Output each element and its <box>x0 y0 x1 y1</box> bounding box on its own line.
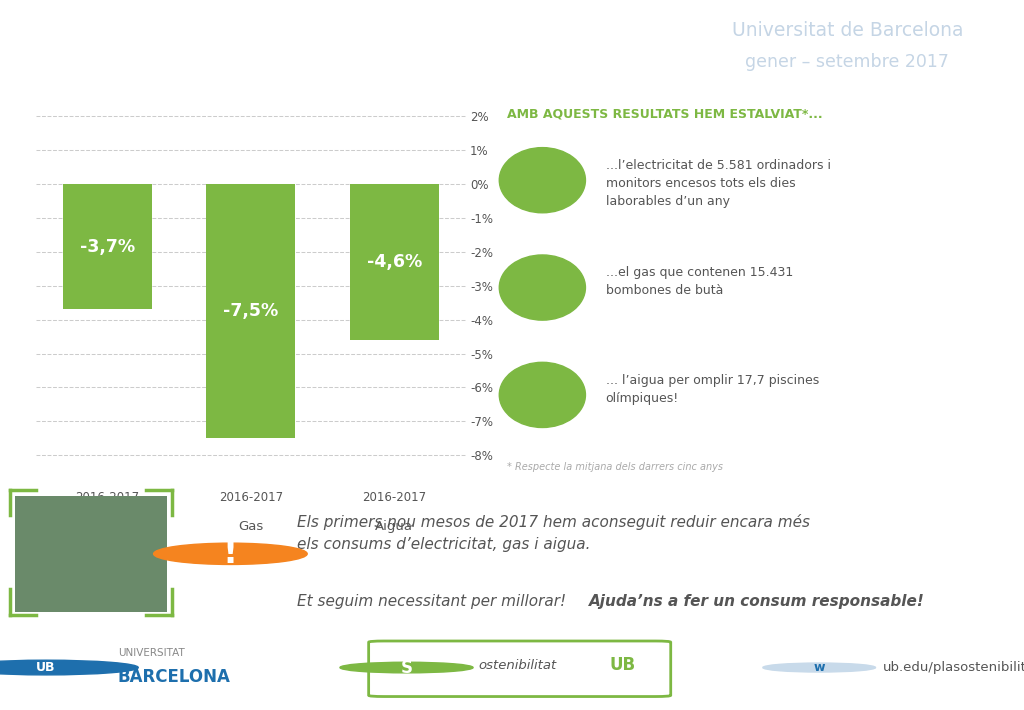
Text: ...l’electricitat de 5.581 ordinadors i
monitors encesos tots els dies
laborable: ...l’electricitat de 5.581 ordinadors i … <box>606 159 830 208</box>
Text: Els primers nou mesos de 2017 hem aconseguit reduir encara més
els consums d’ele: Els primers nou mesos de 2017 hem aconse… <box>297 514 810 552</box>
Text: Electricitat: Electricitat <box>72 520 143 532</box>
Text: Gas: Gas <box>239 520 263 532</box>
Text: EVOLUCIÓ DEL CONSUM D’ENERGIA I AIGUA: EVOLUCIÓ DEL CONSUM D’ENERGIA I AIGUA <box>16 31 696 59</box>
Text: -3,7%: -3,7% <box>80 238 135 256</box>
Text: S: S <box>400 659 413 677</box>
Text: 2016-2017: 2016-2017 <box>76 491 139 504</box>
Text: UB: UB <box>36 661 56 674</box>
Text: w: w <box>813 661 825 674</box>
Circle shape <box>154 543 307 564</box>
Circle shape <box>0 660 138 675</box>
FancyBboxPatch shape <box>369 641 671 697</box>
Text: -7,5%: -7,5% <box>223 302 279 320</box>
Bar <box>15 496 167 612</box>
Text: Ajuda’ns a fer un consum responsable!: Ajuda’ns a fer un consum responsable! <box>589 594 925 608</box>
Circle shape <box>763 663 876 672</box>
Text: ... l’aigua per omplir 17,7 piscines
olímpiques!: ... l’aigua per omplir 17,7 piscines olí… <box>606 373 819 405</box>
Text: ostenibilitat: ostenibilitat <box>478 659 556 672</box>
Circle shape <box>500 255 586 320</box>
Text: 2016-2017: 2016-2017 <box>362 491 426 504</box>
Text: !: ! <box>223 537 238 570</box>
Text: Aigua: Aigua <box>375 520 414 532</box>
Circle shape <box>340 662 473 673</box>
Bar <box>207 184 295 438</box>
Text: UB: UB <box>609 656 636 674</box>
Text: -4,6%: -4,6% <box>367 253 422 271</box>
Circle shape <box>500 362 586 427</box>
Text: gener – setembre 2017: gener – setembre 2017 <box>745 53 949 72</box>
Text: Universitat de Barcelona: Universitat de Barcelona <box>731 21 964 40</box>
Text: AMB AQUESTS RESULTATS HEM ESTALVIAT*...: AMB AQUESTS RESULTATS HEM ESTALVIAT*... <box>507 107 822 121</box>
Text: UNIVERSITAT: UNIVERSITAT <box>118 648 184 658</box>
Text: Et seguim necessitant per millorar!: Et seguim necessitant per millorar! <box>297 594 571 608</box>
Text: 2016-2017: 2016-2017 <box>219 491 283 504</box>
Text: ub.edu/plasostenibilitat: ub.edu/plasostenibilitat <box>883 661 1024 674</box>
Circle shape <box>500 148 586 213</box>
Text: * Respecte la mitjana dels darrers cinc anys: * Respecte la mitjana dels darrers cinc … <box>507 462 723 471</box>
Text: BARCELONA: BARCELONA <box>118 668 230 687</box>
Text: ...el gas que contenen 15.431
bombones de butà: ...el gas que contenen 15.431 bombones d… <box>606 266 793 297</box>
Bar <box>350 184 438 340</box>
Bar <box>63 184 152 310</box>
